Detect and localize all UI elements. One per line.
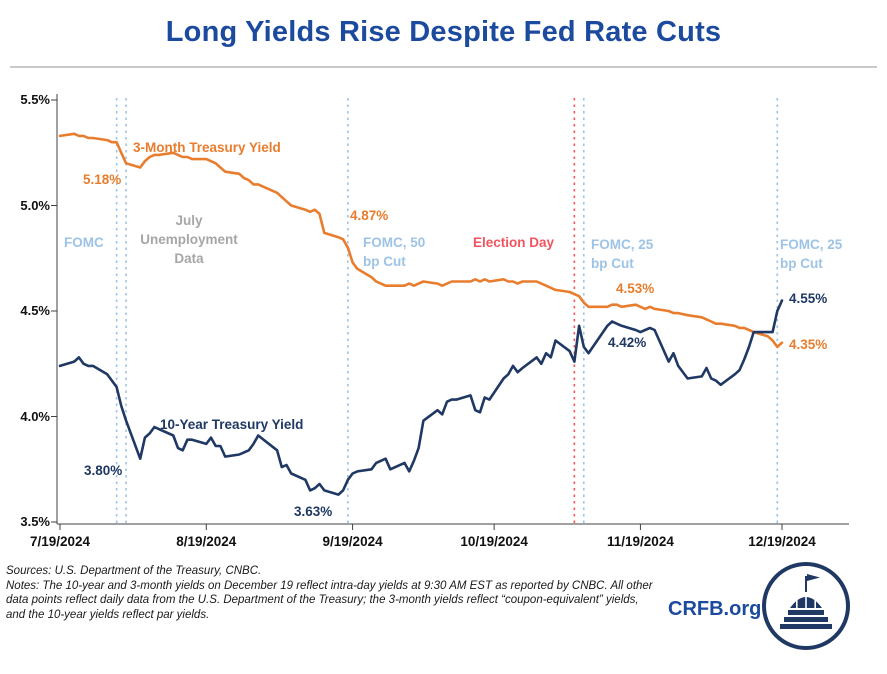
x-tick-label: 12/19/2024 <box>748 534 816 549</box>
label-value-3-63: 3.63% <box>294 504 333 519</box>
label-value-4-55: 4.55% <box>789 291 828 306</box>
x-tick-label: 10/19/2024 <box>460 534 528 549</box>
label-event-election-day: Election Day <box>473 235 555 250</box>
sources-note: Sources: U.S. Department of the Treasury… <box>6 565 262 577</box>
label-event-fomc-50bp: FOMC, 50 bp Cut <box>363 235 426 269</box>
capitol-icon <box>780 574 832 629</box>
label-value-4-87: 4.87% <box>350 208 389 223</box>
label-event-fomc-25bp-dec: FOMC, 25 bp Cut <box>780 237 843 271</box>
y-tick-label: 3.5% <box>20 514 50 529</box>
label-series-10-year: 10-Year Treasury Yield <box>160 417 304 432</box>
y-tick-label: 5.5% <box>20 92 50 107</box>
crfb-wordmark: CRFB.org <box>668 598 762 620</box>
label-value-5-18: 5.18% <box>83 172 122 187</box>
x-tick-label: 11/19/2024 <box>607 534 674 549</box>
series-10-year-treasury-yield <box>58 299 784 496</box>
y-tick-label: 4.0% <box>20 408 50 424</box>
label-value-4-42: 4.42% <box>608 335 647 350</box>
label-event-july-unemployment: July Unemployment Data <box>140 213 238 266</box>
label-value-3-80: 3.80% <box>84 463 123 478</box>
x-axis: 7/19/2024 8/19/2024 9/19/2024 10/19/2024 11/… <box>0 534 887 554</box>
label-series-3-month: 3-Month Treasury Yield <box>133 140 281 155</box>
x-tick-label: 8/19/2024 <box>176 534 237 549</box>
x-tick-label: 7/19/2024 <box>29 534 91 549</box>
notes-text: Notes: The 10-year and 3-month yields on… <box>6 580 653 621</box>
x-tick-label: 9/19/2024 <box>322 534 383 549</box>
title-divider <box>10 66 877 68</box>
label-value-4-53: 4.53% <box>616 281 655 296</box>
label-value-4-35: 4.35% <box>789 337 828 352</box>
y-tick-label: 5.0% <box>20 197 50 213</box>
label-event-fomc-25bp-nov: FOMC, 25 bp Cut <box>591 237 654 271</box>
series-3-month-treasury-yield <box>58 132 784 349</box>
crfb-logo <box>762 562 850 650</box>
page-title: Long Yields Rise Despite Fed Rate Cuts <box>165 16 722 48</box>
label-event-fomc-july: FOMC <box>64 235 104 250</box>
y-tick-label: 4.5% <box>20 303 50 318</box>
